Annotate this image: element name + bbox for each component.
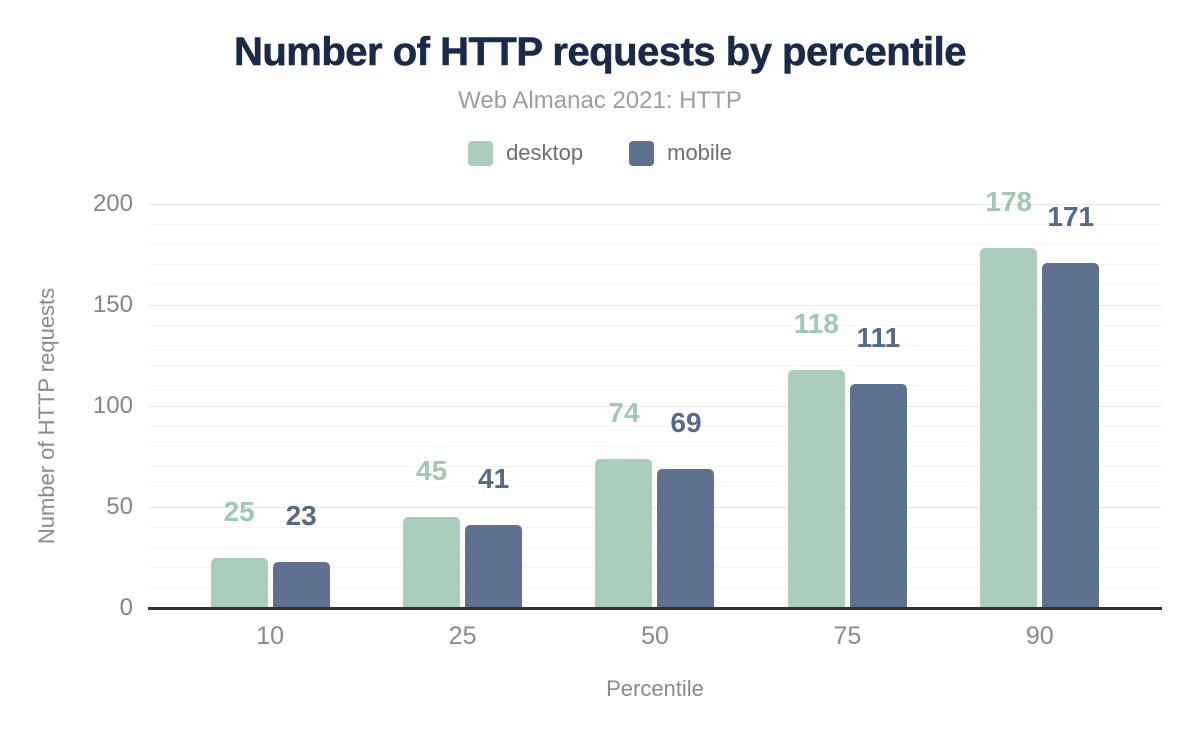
bar-group-p25: 45 41 25 xyxy=(403,455,523,650)
plot-area: 25 23 10 45 41 25 74 69 50 118 111 75 178 171 90 xyxy=(148,186,1162,650)
gridline-minor xyxy=(148,365,1162,367)
bar-mobile-p75[interactable]: 111 xyxy=(849,322,907,608)
gridline-minor xyxy=(148,264,1162,266)
bar-value-label: 171 xyxy=(1047,200,1095,232)
bar-group-p90: 178 171 90 xyxy=(980,186,1100,650)
x-tick-label: 10 xyxy=(256,622,285,650)
bar-desktop-p25[interactable]: 45 xyxy=(403,455,461,608)
legend-swatch-mobile xyxy=(629,140,655,166)
bar-mobile-p50[interactable]: 69 xyxy=(657,407,715,608)
legend-label: mobile xyxy=(667,140,732,165)
bar-value-label: 41 xyxy=(478,463,510,495)
bar-value-label: 178 xyxy=(985,186,1033,218)
y-tick-label: 50 xyxy=(106,493,133,520)
gridline-minor xyxy=(148,284,1162,286)
bar-value-label: 69 xyxy=(670,406,702,438)
gridline-minor xyxy=(148,425,1162,427)
legend-swatch-desktop xyxy=(468,140,494,166)
x-axis-line xyxy=(148,607,1162,610)
chart-title: Number of HTTP requests by percentile xyxy=(233,30,967,75)
chart-subtitle: Web Almanac 2021: HTTP xyxy=(458,87,742,114)
legend: desktop mobile xyxy=(0,140,1200,166)
gridline-minor xyxy=(148,546,1162,548)
bar-value-label: 25 xyxy=(223,495,255,527)
y-tick-label: 0 xyxy=(119,594,133,621)
y-tick-label: 200 xyxy=(92,190,133,217)
gridline-minor xyxy=(148,587,1162,589)
x-axis-title: Percentile xyxy=(606,676,704,701)
bar-desktop-p50[interactable]: 74 xyxy=(595,397,653,608)
bar-mobile-p25[interactable]: 41 xyxy=(465,463,523,608)
gridline-major xyxy=(148,203,1162,205)
bar-desktop-p75[interactable]: 118 xyxy=(787,308,845,608)
gridline-minor xyxy=(148,486,1162,488)
gridline-minor xyxy=(148,526,1162,528)
x-tick-label: 90 xyxy=(1025,622,1054,650)
bar-value-label: 45 xyxy=(416,455,448,487)
gridline-minor xyxy=(148,243,1162,245)
gridline-minor xyxy=(148,445,1162,447)
gridline-minor xyxy=(148,466,1162,468)
bar-value-label: 23 xyxy=(285,499,317,531)
gridline-major xyxy=(148,506,1162,508)
x-tick-label: 50 xyxy=(641,622,669,650)
bar-mobile-p10[interactable]: 23 xyxy=(272,500,330,608)
bar-value-label: 74 xyxy=(608,396,640,428)
bar-desktop-p90[interactable]: 178 xyxy=(980,186,1038,608)
gridline-major xyxy=(148,304,1162,306)
bar-group-p75: 118 111 75 xyxy=(787,308,907,650)
y-tick-label: 150 xyxy=(92,291,133,318)
gridline-major xyxy=(148,405,1162,407)
gridline-minor xyxy=(148,567,1162,569)
bar-value-label: 111 xyxy=(856,321,901,353)
bar-value-label: 118 xyxy=(793,307,839,339)
x-tick-label: 25 xyxy=(448,622,477,650)
x-tick-label: 75 xyxy=(833,622,862,650)
bars-row: 25 23 10 45 41 25 74 69 50 118 111 75 178 171 90 xyxy=(148,186,1162,650)
bar-mobile-p90[interactable]: 171 xyxy=(1042,201,1100,608)
gridline-minor xyxy=(148,223,1162,225)
legend-label: desktop xyxy=(506,140,584,165)
legend-item-desktop[interactable]: desktop xyxy=(468,140,583,166)
bar-group-p10: 25 23 10 xyxy=(210,496,330,650)
bar-desktop-p10[interactable]: 25 xyxy=(210,496,268,608)
gridline-minor xyxy=(148,385,1162,387)
gridline-minor xyxy=(148,324,1162,326)
legend-item-mobile[interactable]: mobile xyxy=(629,140,732,166)
y-tick-label: 100 xyxy=(92,392,133,419)
bar-group-p50: 74 69 50 xyxy=(595,397,715,650)
gridline-minor xyxy=(148,344,1162,346)
